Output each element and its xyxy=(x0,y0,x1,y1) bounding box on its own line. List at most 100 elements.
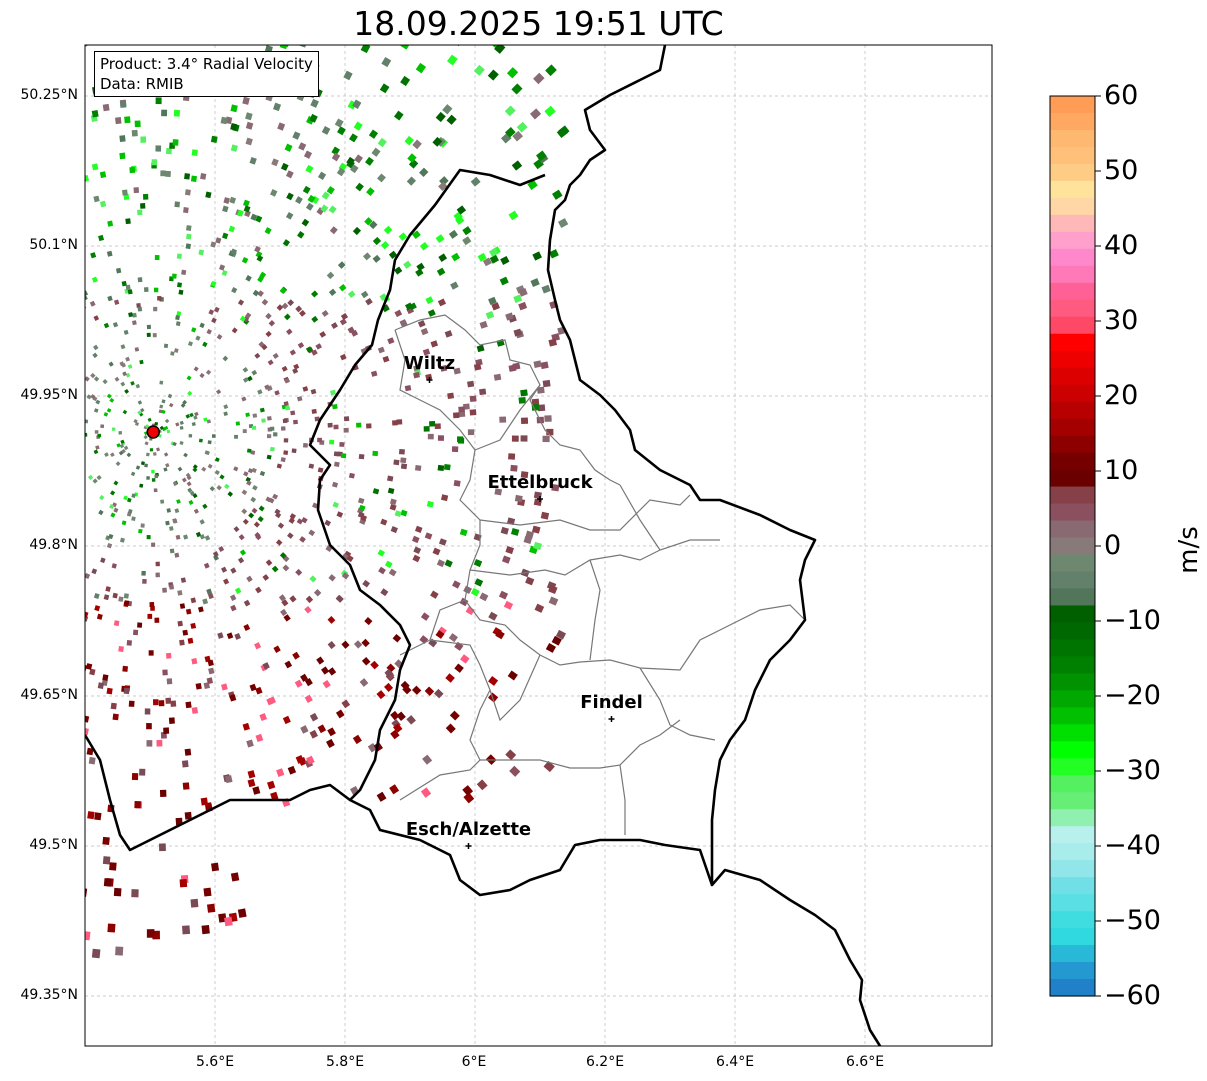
colorbar-band xyxy=(1050,843,1095,861)
city-marker xyxy=(465,843,472,849)
lat-tick: 49.65°N xyxy=(20,687,78,703)
city-label-findel: Findel xyxy=(580,692,643,713)
colorbar-band xyxy=(1050,758,1095,776)
colorbar-band xyxy=(1050,214,1095,233)
colorbar-band xyxy=(1050,741,1095,759)
colorbar-band xyxy=(1050,231,1095,250)
colorbar-band xyxy=(1050,401,1095,420)
lon-tick: 6.2°E xyxy=(585,1054,625,1070)
city-label-ettelbruck: Ettelbruck xyxy=(487,472,593,493)
colorbar-band xyxy=(1050,809,1095,827)
colorbar-band xyxy=(1050,435,1095,454)
lat-tick: 49.95°N xyxy=(20,387,78,403)
colorbar-band xyxy=(1050,962,1095,980)
colorbar-band xyxy=(1050,520,1095,539)
colorbar-unit-label: m/s xyxy=(1173,526,1204,574)
colorbar-band xyxy=(1050,860,1095,878)
colorbar-band xyxy=(1050,367,1095,386)
product-label: Product: 3.4° Radial Velocity xyxy=(100,55,313,73)
colorbar-band xyxy=(1050,265,1095,284)
colorbar-tick: −20 xyxy=(1104,680,1161,711)
colorbar-band xyxy=(1050,384,1095,403)
colorbar-band xyxy=(1050,469,1095,488)
lat-tick: 50.25°N xyxy=(20,87,78,103)
colorbar-band xyxy=(1050,282,1095,301)
radar-site-marker xyxy=(146,425,160,439)
colorbar-tick: 40 xyxy=(1104,230,1139,261)
colorbar-band xyxy=(1050,197,1095,216)
city-label-esch-alzette: Esch/Alzette xyxy=(405,819,532,840)
colorbar-band xyxy=(1050,112,1095,131)
gridlines xyxy=(85,45,992,1046)
colorbar-band xyxy=(1050,248,1095,267)
colorbar-tick: 60 xyxy=(1104,80,1139,111)
city-marker xyxy=(608,716,615,722)
colorbar-band xyxy=(1050,537,1095,556)
colorbar-band xyxy=(1050,911,1095,929)
map-frame xyxy=(84,44,993,1047)
city-marker xyxy=(426,377,433,383)
colorbar xyxy=(1050,95,1101,997)
colorbar-band xyxy=(1050,639,1095,657)
colorbar-band xyxy=(1050,894,1095,912)
colorbar-tick: −60 xyxy=(1104,980,1161,1011)
colorbar-band xyxy=(1050,163,1095,182)
lon-tick: 6.6°E xyxy=(845,1054,885,1070)
colorbar-tick: 20 xyxy=(1104,380,1139,411)
colorbar-band xyxy=(1050,656,1095,674)
colorbar-band xyxy=(1050,452,1095,471)
colorbar-band xyxy=(1050,333,1095,352)
product-info-box: Product: 3.4° Radial Velocity Data: RMIB xyxy=(94,51,319,97)
lon-tick: 6°E xyxy=(461,1054,487,1070)
canton-borders xyxy=(394,314,806,835)
colorbar-band xyxy=(1050,571,1095,590)
colorbar-band xyxy=(1050,826,1095,844)
colorbar-band xyxy=(1050,299,1095,318)
colorbar-tick: 0 xyxy=(1104,530,1122,561)
colorbar-band xyxy=(1050,554,1095,573)
colorbar-band xyxy=(1050,316,1095,335)
colorbar-tick: −30 xyxy=(1104,755,1161,786)
colorbar-band xyxy=(1050,605,1095,624)
colorbar-tick: −40 xyxy=(1104,830,1161,861)
city-marker xyxy=(537,496,543,502)
lon-tick: 5.8°E xyxy=(325,1054,365,1070)
colorbar-band xyxy=(1050,418,1095,437)
lon-tick: 6.4°E xyxy=(715,1054,755,1070)
lat-tick: 49.35°N xyxy=(20,987,78,1003)
colorbar-tick: 50 xyxy=(1104,155,1139,186)
city-markers xyxy=(426,377,615,849)
colorbar-band xyxy=(1050,775,1095,793)
colorbar-band xyxy=(1050,180,1095,199)
colorbar-band xyxy=(1050,129,1095,148)
lon-tick: 5.6°E xyxy=(195,1054,235,1070)
colorbar-tick: 10 xyxy=(1104,455,1139,486)
lat-tick: 49.5°N xyxy=(29,837,78,853)
colorbar-band xyxy=(1050,877,1095,895)
colorbar-band xyxy=(1050,146,1095,165)
colorbar-tick: −10 xyxy=(1104,605,1161,636)
colorbar-band xyxy=(1050,588,1095,607)
colorbar-band xyxy=(1050,792,1095,810)
colorbar-band xyxy=(1050,690,1095,708)
colorbar-band xyxy=(1050,503,1095,522)
colorbar-band xyxy=(1050,673,1095,691)
colorbar-band xyxy=(1050,707,1095,725)
city-label-wiltz: Wiltz xyxy=(403,353,456,374)
colorbar-band xyxy=(1050,945,1095,963)
map-title: 18.09.2025 19:51 UTC xyxy=(353,4,724,43)
lat-tick: 49.8°N xyxy=(29,537,78,553)
colorbar-band xyxy=(1050,350,1095,369)
colorbar-band xyxy=(1050,928,1095,946)
colorbar-tick: 30 xyxy=(1104,305,1139,336)
colorbar-band xyxy=(1050,979,1095,997)
colorbar-band xyxy=(1050,724,1095,742)
colorbar-band xyxy=(1050,622,1095,640)
country-borders xyxy=(85,45,882,1046)
colorbar-band xyxy=(1050,96,1095,114)
data-source-label: Data: RMIB xyxy=(100,75,184,93)
lat-tick: 50.1°N xyxy=(29,237,78,253)
colorbar-band xyxy=(1050,486,1095,505)
colorbar-tick: −50 xyxy=(1104,905,1161,936)
